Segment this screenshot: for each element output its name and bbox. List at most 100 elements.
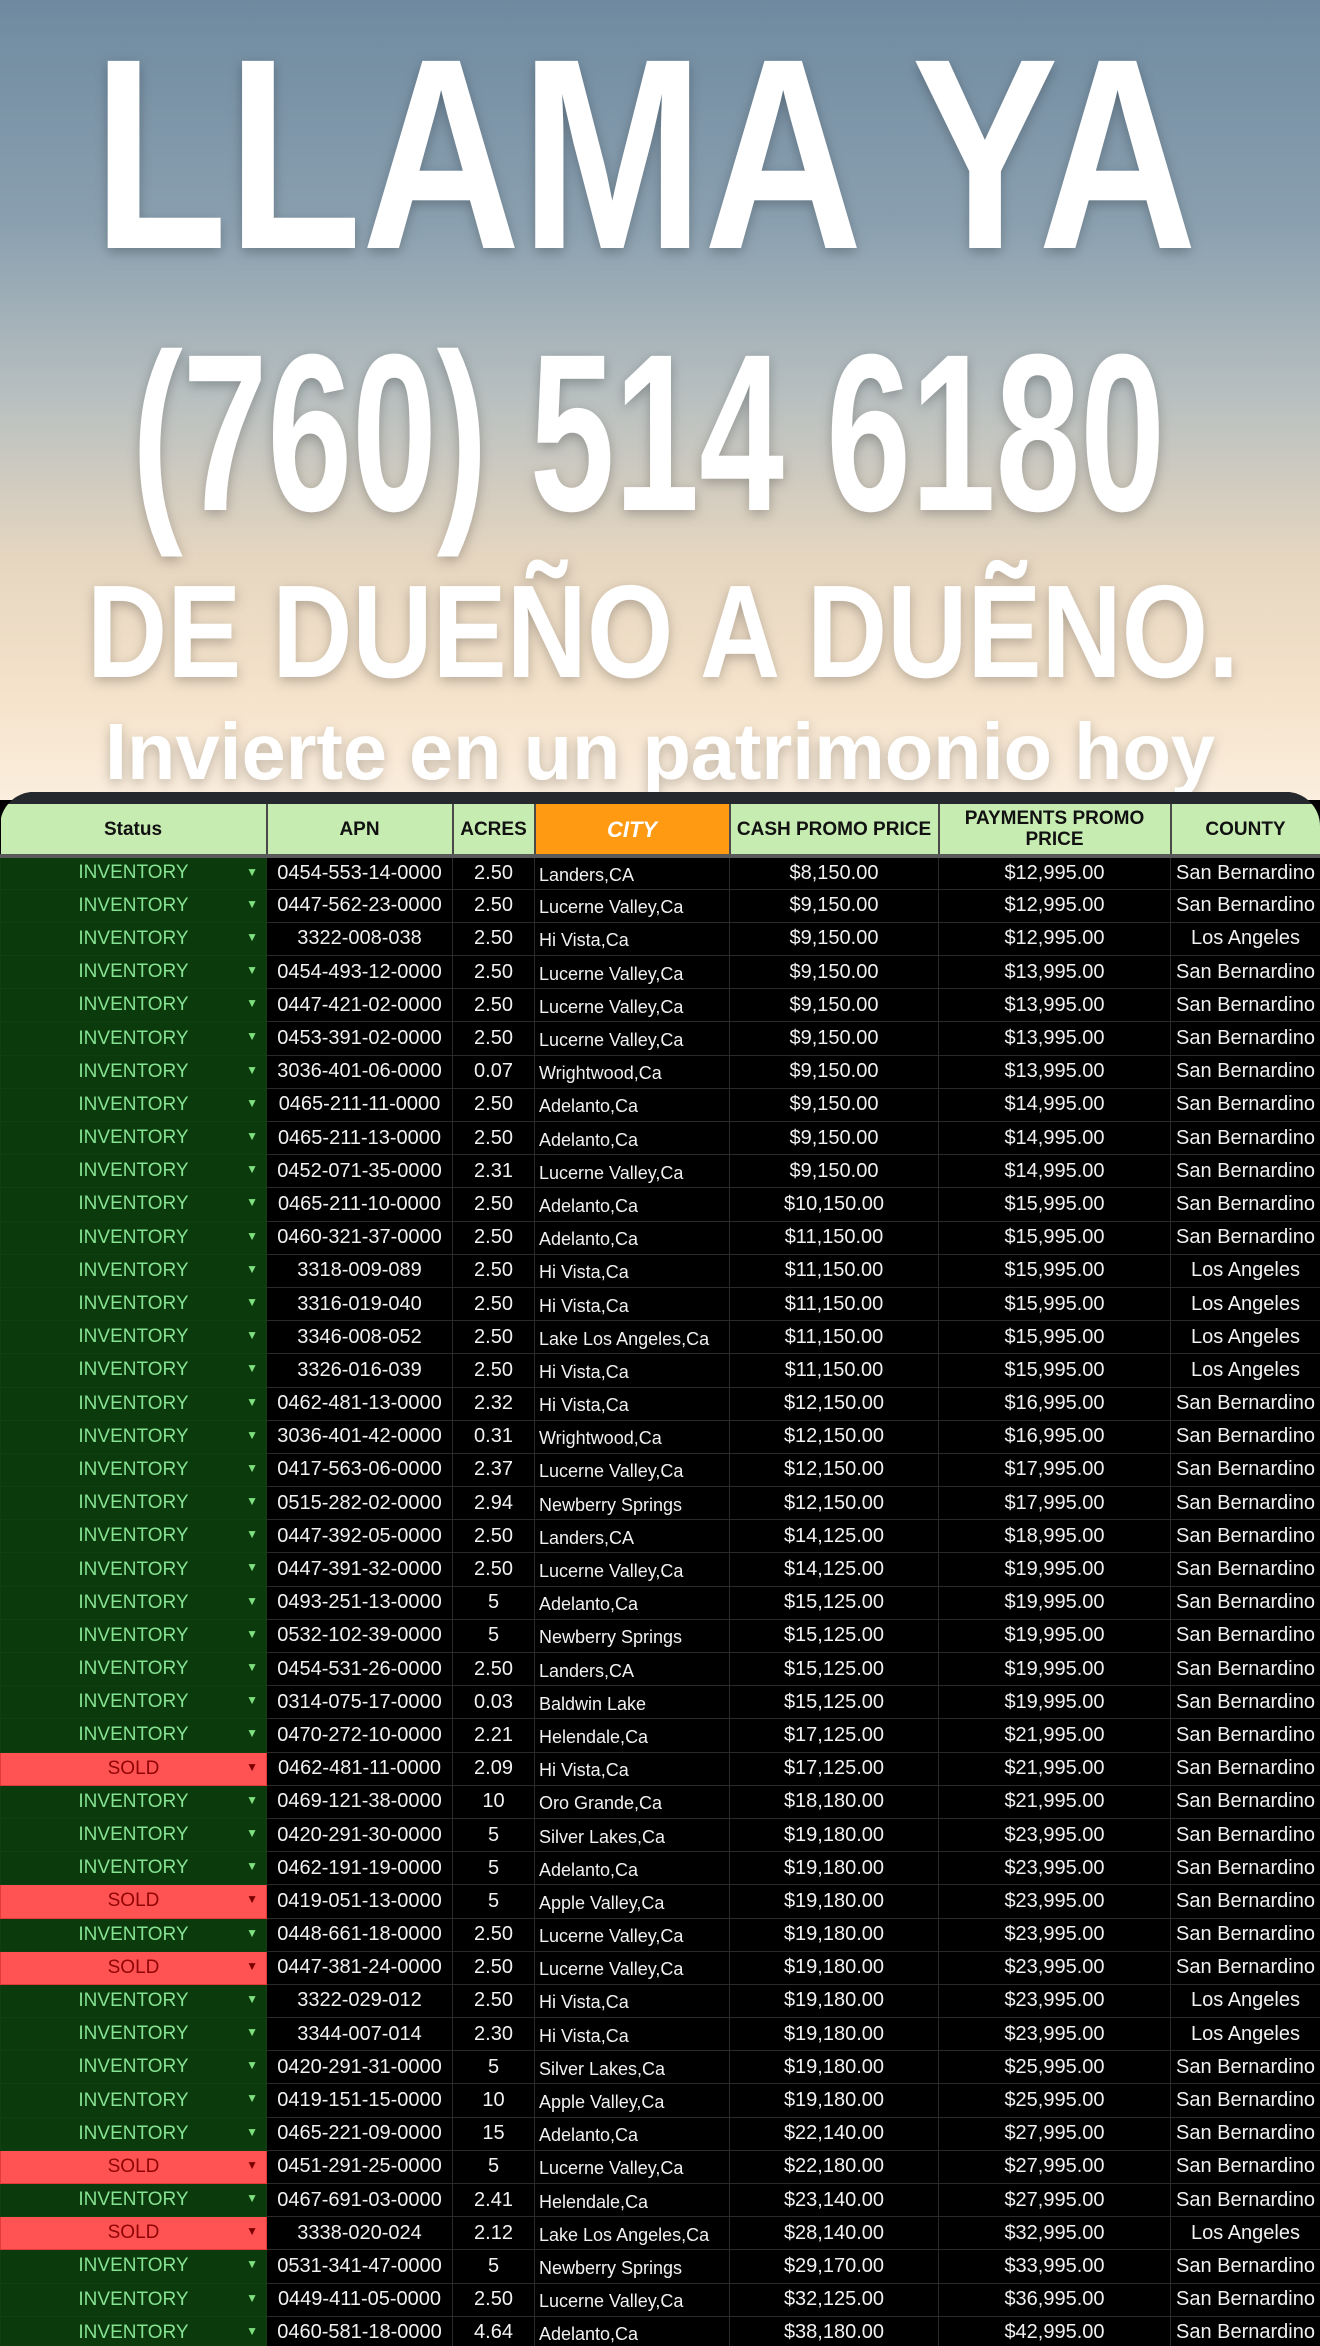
status-dropdown[interactable]: INVENTORY ▼ xyxy=(0,1685,267,1720)
status-dropdown[interactable]: INVENTORY ▼ xyxy=(0,1120,267,1156)
header-payments-price[interactable]: PAYMENTS PROMO PRICE xyxy=(938,804,1172,858)
dropdown-arrow-icon[interactable]: ▼ xyxy=(246,1095,258,1110)
dropdown-arrow-icon[interactable]: ▼ xyxy=(246,2191,258,2205)
status-dropdown[interactable]: INVENTORY ▼ xyxy=(0,1519,267,1554)
status-dropdown[interactable]: INVENTORY ▼ xyxy=(0,2282,267,2317)
dropdown-arrow-icon[interactable]: ▼ xyxy=(246,1427,258,1442)
apn-cell: 0451-291-25-0000 xyxy=(266,2149,453,2185)
dropdown-arrow-icon[interactable]: ▼ xyxy=(246,1593,258,1608)
dropdown-arrow-icon[interactable]: ▼ xyxy=(246,1394,258,1409)
status-dropdown[interactable]: INVENTORY ▼ xyxy=(0,2315,267,2346)
dropdown-arrow-icon[interactable]: ▼ xyxy=(246,1792,258,1807)
dropdown-arrow-icon[interactable]: ▼ xyxy=(246,2290,258,2305)
dropdown-arrow-icon[interactable]: ▼ xyxy=(246,2157,258,2172)
status-dropdown[interactable]: INVENTORY ▼ xyxy=(0,1320,267,1355)
status-dropdown[interactable]: SOLD ▼ xyxy=(0,2149,267,2185)
dropdown-arrow-icon[interactable]: ▼ xyxy=(246,896,258,911)
dropdown-arrow-icon[interactable]: ▼ xyxy=(246,1560,258,1575)
status-dropdown[interactable]: INVENTORY ▼ xyxy=(0,1585,267,1620)
cash-price-cell: $11,150.00 xyxy=(729,1253,939,1288)
dropdown-arrow-icon[interactable]: ▼ xyxy=(246,1361,258,1376)
dropdown-arrow-icon[interactable]: ▼ xyxy=(246,1228,258,1243)
header-acres[interactable]: ACRES xyxy=(452,804,536,858)
dropdown-arrow-icon[interactable]: ▼ xyxy=(246,2224,258,2239)
header-county[interactable]: COUNTY xyxy=(1170,804,1320,858)
dropdown-arrow-icon[interactable]: ▼ xyxy=(246,1726,258,1741)
status-dropdown[interactable]: INVENTORY ▼ xyxy=(0,1552,267,1587)
status-dropdown[interactable]: INVENTORY ▼ xyxy=(0,855,267,890)
status-dropdown[interactable]: INVENTORY ▼ xyxy=(0,1253,267,1288)
status-dropdown[interactable]: INVENTORY ▼ xyxy=(0,1386,267,1421)
status-dropdown[interactable]: INVENTORY ▼ xyxy=(0,1917,267,1952)
dropdown-arrow-icon[interactable]: ▼ xyxy=(246,1062,258,1077)
status-dropdown[interactable]: INVENTORY ▼ xyxy=(0,1286,267,1322)
dropdown-arrow-icon[interactable]: ▼ xyxy=(246,2091,258,2106)
dropdown-arrow-icon[interactable]: ▼ xyxy=(246,996,258,1011)
dropdown-arrow-icon[interactable]: ▼ xyxy=(246,1527,258,1542)
status-dropdown[interactable]: INVENTORY ▼ xyxy=(0,2182,267,2218)
dropdown-arrow-icon[interactable]: ▼ xyxy=(246,1660,258,1674)
dropdown-arrow-icon[interactable]: ▼ xyxy=(246,2124,258,2139)
dropdown-arrow-icon[interactable]: ▼ xyxy=(246,1991,258,2006)
dropdown-arrow-icon[interactable]: ▼ xyxy=(246,1129,258,1143)
status-dropdown[interactable]: INVENTORY ▼ xyxy=(0,1187,267,1222)
dropdown-arrow-icon[interactable]: ▼ xyxy=(246,2058,258,2073)
dropdown-arrow-icon[interactable]: ▼ xyxy=(246,1825,258,1840)
status-dropdown[interactable]: INVENTORY ▼ xyxy=(0,1087,267,1123)
dropdown-arrow-icon[interactable]: ▼ xyxy=(246,2257,258,2272)
status-dropdown[interactable]: SOLD ▼ xyxy=(0,1950,267,1985)
status-dropdown[interactable]: INVENTORY ▼ xyxy=(0,921,267,957)
header-apn[interactable]: APN xyxy=(266,804,454,858)
dropdown-arrow-icon[interactable]: ▼ xyxy=(246,963,258,978)
status-dropdown[interactable]: INVENTORY ▼ xyxy=(0,1452,267,1488)
status-dropdown[interactable]: INVENTORY ▼ xyxy=(0,1718,267,1753)
dropdown-arrow-icon[interactable]: ▼ xyxy=(246,1925,258,1940)
status-dropdown[interactable]: INVENTORY ▼ xyxy=(0,2249,267,2284)
dropdown-arrow-icon[interactable]: ▼ xyxy=(246,1759,258,1774)
dropdown-arrow-icon[interactable]: ▼ xyxy=(246,1892,258,1907)
status-dropdown[interactable]: INVENTORY ▼ xyxy=(0,1419,267,1454)
status-dropdown[interactable]: INVENTORY ▼ xyxy=(0,1784,267,1819)
header-city[interactable]: CITY xyxy=(534,804,731,858)
status-dropdown[interactable]: INVENTORY ▼ xyxy=(0,2050,267,2085)
dropdown-arrow-icon[interactable]: ▼ xyxy=(246,2323,258,2338)
dropdown-arrow-icon[interactable]: ▼ xyxy=(246,1958,258,1973)
status-dropdown[interactable]: INVENTORY ▼ xyxy=(0,955,267,990)
dropdown-arrow-icon[interactable]: ▼ xyxy=(246,1029,258,1044)
status-dropdown[interactable]: INVENTORY ▼ xyxy=(0,2017,267,2052)
status-dropdown[interactable]: INVENTORY ▼ xyxy=(0,1983,267,2019)
status-dropdown[interactable]: INVENTORY ▼ xyxy=(0,2083,267,2118)
status-dropdown[interactable]: INVENTORY ▼ xyxy=(0,1651,267,1687)
status-dropdown[interactable]: INVENTORY ▼ xyxy=(0,1353,267,1388)
dropdown-arrow-icon[interactable]: ▼ xyxy=(246,1494,258,1509)
status-dropdown[interactable]: INVENTORY ▼ xyxy=(0,988,267,1023)
status-dropdown[interactable]: INVENTORY ▼ xyxy=(0,1054,267,1089)
dropdown-arrow-icon[interactable]: ▼ xyxy=(246,1162,258,1177)
dropdown-arrow-icon[interactable]: ▼ xyxy=(246,1460,258,1475)
dropdown-arrow-icon[interactable]: ▼ xyxy=(246,929,258,944)
header-status[interactable]: Status xyxy=(0,804,268,858)
status-dropdown[interactable]: SOLD ▼ xyxy=(0,1884,267,1919)
dropdown-arrow-icon[interactable]: ▼ xyxy=(246,1195,258,1210)
status-dropdown[interactable]: INVENTORY ▼ xyxy=(0,1618,267,1654)
phone-number[interactable]: (760) 514 6180 xyxy=(132,308,1165,558)
status-dropdown[interactable]: INVENTORY ▼ xyxy=(0,1154,267,1189)
dropdown-arrow-icon[interactable]: ▼ xyxy=(246,1294,258,1309)
status-dropdown[interactable]: SOLD ▼ xyxy=(0,1751,267,1786)
dropdown-arrow-icon[interactable]: ▼ xyxy=(246,1693,258,1708)
dropdown-arrow-icon[interactable]: ▼ xyxy=(246,1626,258,1641)
status-dropdown[interactable]: INVENTORY ▼ xyxy=(0,2116,267,2151)
dropdown-arrow-icon[interactable]: ▼ xyxy=(246,865,258,879)
status-dropdown[interactable]: INVENTORY ▼ xyxy=(0,888,267,923)
dropdown-arrow-icon[interactable]: ▼ xyxy=(246,2025,258,2040)
status-dropdown[interactable]: INVENTORY ▼ xyxy=(0,1486,267,1521)
header-cash-price[interactable]: CASH PROMO PRICE xyxy=(729,804,940,858)
status-dropdown[interactable]: INVENTORY ▼ xyxy=(0,1817,267,1853)
status-dropdown[interactable]: SOLD ▼ xyxy=(0,2216,267,2251)
status-dropdown[interactable]: INVENTORY ▼ xyxy=(0,1851,267,1886)
dropdown-arrow-icon[interactable]: ▼ xyxy=(246,1328,258,1343)
status-dropdown[interactable]: INVENTORY ▼ xyxy=(0,1220,267,1255)
dropdown-arrow-icon[interactable]: ▼ xyxy=(246,1261,258,1276)
dropdown-arrow-icon[interactable]: ▼ xyxy=(246,1859,258,1874)
status-dropdown[interactable]: INVENTORY ▼ xyxy=(0,1021,267,1056)
